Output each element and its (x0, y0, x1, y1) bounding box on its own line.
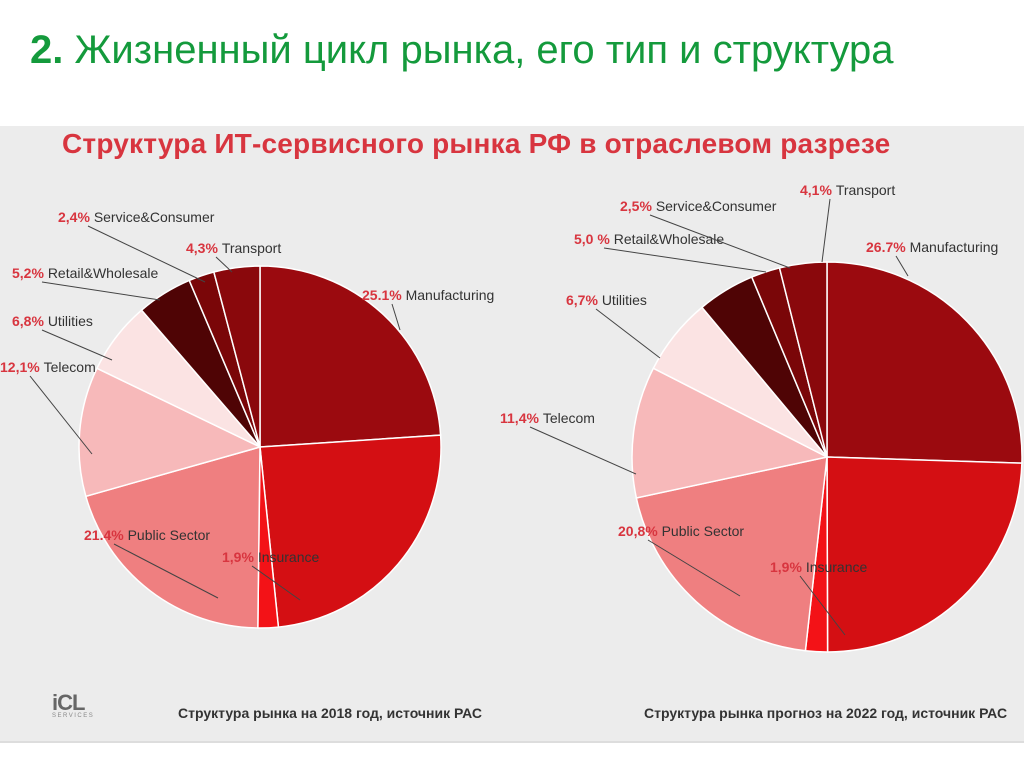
slice-label: 4,1% Transport (800, 182, 895, 198)
slice-label-value: 1,9% (770, 559, 806, 575)
company-logo: iCL SERVICES (52, 690, 100, 719)
slice-label-name: Insurance (806, 559, 868, 575)
slice-label-name: Manufacturing (910, 239, 999, 255)
slice-label: 1,9% Insurance (770, 559, 868, 575)
slice-label: 6,8% Utilities (12, 313, 93, 329)
slice-banking (826, 456, 1023, 653)
slice-label-value: 1,9% (222, 549, 258, 565)
slice-label-name: Telecom (543, 410, 595, 426)
leader-line (41, 329, 113, 361)
caption-2018: Структура рынка на 2018 год, источник РА… (178, 705, 482, 721)
slice-label-value: 6,7% (566, 292, 602, 308)
logo-mark: iCL (52, 690, 85, 715)
chart-title: Структура ИТ-сервисного рынка РФ в отрас… (62, 128, 891, 159)
slice-label-name: Manufacturing (406, 287, 495, 303)
slice-label: 12,1% Telecom (0, 359, 96, 375)
leader-line (821, 198, 831, 263)
slice-label-name: Insurance (258, 549, 320, 565)
slide-title: 2. Жизненный цикл рынка, его тип и струк… (30, 28, 894, 73)
slice-label-name: Retail&Wholesale (614, 231, 725, 247)
slice-label: 21.4% Public Sector (84, 527, 210, 543)
slice-manufacturing (259, 265, 442, 448)
slice-banking (259, 434, 442, 628)
pie-1: 26.7% Manufacturing 1,9% Insurance 20,8% P… (500, 182, 1023, 653)
slice-label-value: 2,5% (620, 198, 656, 214)
slice-label-name: Transport (222, 240, 282, 256)
slice-label-name: Utilities (48, 313, 93, 329)
slice-label-name: Telecom (44, 359, 96, 375)
slice-manufacturing (826, 261, 1023, 464)
leader-line (113, 543, 219, 599)
slice-telecom (78, 367, 263, 498)
slice-label-name: Retail&Wholesale (48, 265, 159, 281)
leader-line (215, 256, 233, 273)
leader-line (87, 225, 206, 283)
slice-label: 1,9% Insurance (222, 549, 320, 565)
slice-label-name: Public Sector (662, 523, 745, 539)
leader-line (649, 214, 791, 269)
slice-label-name: Service&Consumer (656, 198, 777, 214)
slice-public-sector (635, 456, 828, 652)
leader-line (529, 426, 637, 475)
slice-label: 5,2% Retail&Wholesale (12, 265, 159, 281)
leader-line (41, 281, 161, 301)
slide-number: 2. (30, 28, 64, 72)
slice-label: 4,3% Transport (186, 240, 281, 256)
slice-transport (212, 265, 261, 448)
leader-line (603, 247, 767, 273)
slice-label: 2,5% Service&Consumer (620, 198, 777, 214)
slice-label: 20,8% Public Sector (618, 523, 744, 539)
leader-line (595, 308, 661, 359)
slice-label: 5,0 % Retail&Wholesale (574, 231, 724, 247)
slice-label-value: 5,2% (12, 265, 48, 281)
leader-line (895, 255, 909, 277)
slice-label-value: 21.4% (84, 527, 128, 543)
slice-label-value: 4,1% (800, 182, 836, 198)
slice-label-value: 11,4% (500, 410, 543, 426)
slice-label-name: Service&Consumer (94, 209, 215, 225)
leader-line (251, 565, 301, 601)
leader-line (391, 303, 401, 331)
logo-sub: SERVICES (52, 713, 95, 719)
slice-label: 2,4% Service&Consumer (58, 209, 215, 225)
slice-label: 25.1% Manufacturing (362, 287, 494, 303)
slice-label-value: 4,3% (186, 240, 222, 256)
caption-2022: Структура рынка прогноз на 2022 год, ист… (644, 705, 1008, 721)
slide-title-text: Жизненный цикл рынка, его тип и структур… (74, 28, 894, 72)
slice-label-value: 5,0 % (574, 231, 614, 247)
slice-label-value: 25.1% (362, 287, 406, 303)
slice-label-name: Utilities (602, 292, 647, 308)
slice-label-value: 20,8% (618, 523, 662, 539)
slice-telecom (631, 367, 830, 499)
bottom-divider (0, 741, 1024, 743)
slice-label-name: Transport (836, 182, 896, 198)
slice-label-value: 12,1% (0, 359, 44, 375)
slice-label-name: Public Sector (128, 527, 211, 543)
leader-line (799, 575, 846, 636)
leader-line (647, 539, 741, 597)
slice-label: 6,7% Utilities (566, 292, 647, 308)
slice-label-value: 6,8% (12, 313, 48, 329)
slice-public-sector (84, 446, 261, 629)
slice-label-value: 2,4% (58, 209, 94, 225)
pie-0: 25.1% Manufacturing 1,9% Insurance 21.4% P… (0, 209, 494, 629)
leader-line (29, 375, 93, 455)
slice-label-value: 26.7% (866, 239, 910, 255)
slice-label: 26.7% Manufacturing (866, 239, 998, 255)
slice-transport (778, 261, 828, 458)
slice-label: 11,4% Telecom (500, 410, 595, 426)
